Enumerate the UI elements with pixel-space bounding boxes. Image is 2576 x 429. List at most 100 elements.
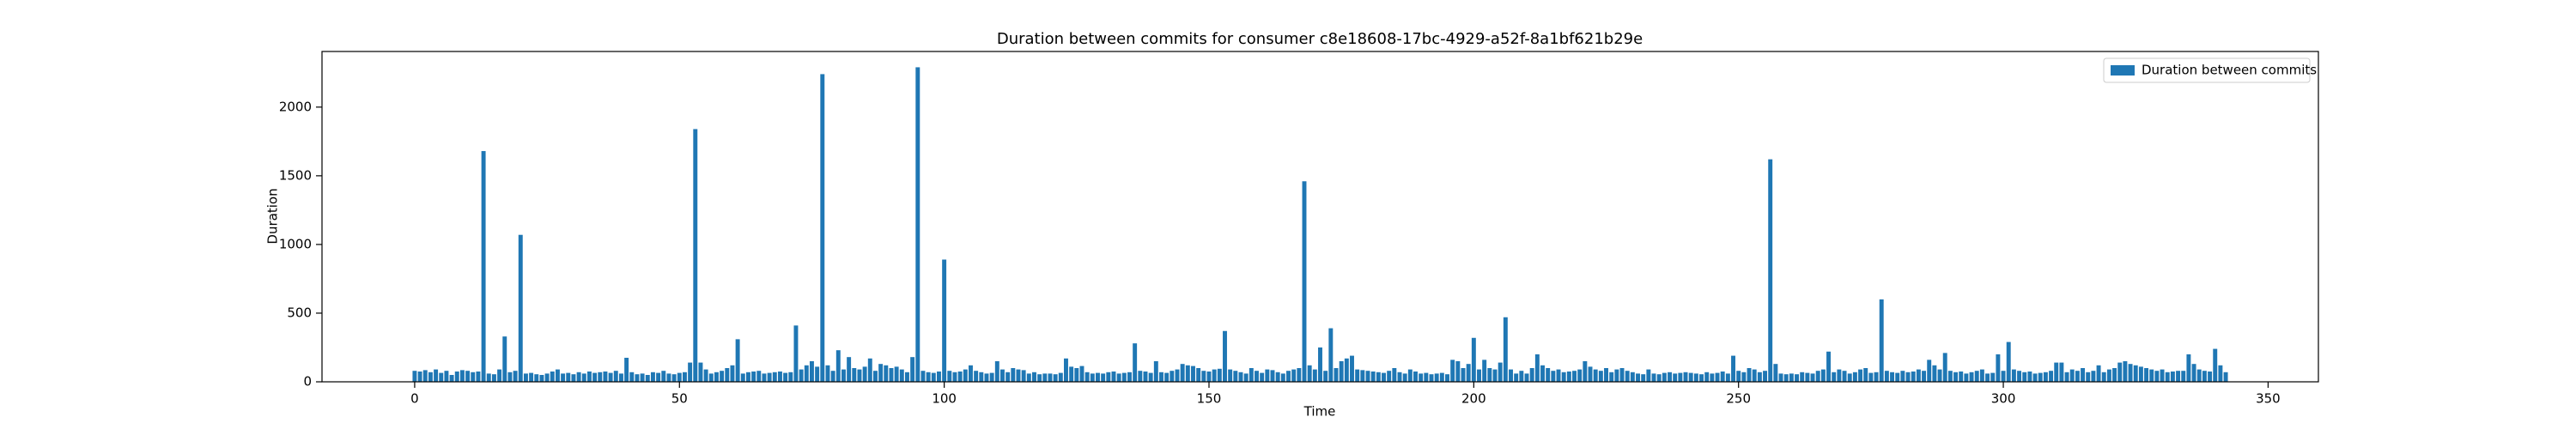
bar — [1450, 360, 1455, 382]
bar — [926, 372, 931, 382]
bar — [1683, 372, 1688, 382]
bar — [979, 372, 984, 382]
bar — [1037, 374, 1042, 382]
y-tick-label: 1500 — [279, 167, 312, 183]
bar — [835, 350, 841, 382]
bar — [1005, 372, 1011, 382]
bar — [730, 365, 735, 382]
bar — [1153, 360, 1158, 382]
bar — [561, 373, 566, 382]
bar — [1969, 372, 1974, 382]
bar — [454, 371, 459, 382]
bar — [847, 357, 852, 382]
bar — [1069, 366, 1074, 382]
bar — [872, 371, 878, 382]
bar — [1424, 372, 1429, 382]
bar — [1577, 369, 1583, 382]
bar — [1000, 369, 1005, 382]
bar — [1042, 373, 1048, 382]
bar — [1937, 369, 1942, 382]
bar — [1143, 371, 1148, 382]
bar — [1011, 367, 1016, 382]
bar — [1699, 374, 1704, 382]
bar — [1673, 373, 1678, 382]
bar — [1318, 347, 1322, 382]
x-tick-label: 150 — [1197, 391, 1222, 407]
bar — [1953, 372, 1959, 382]
bar — [502, 336, 507, 382]
bar — [725, 367, 730, 382]
bar — [618, 373, 623, 382]
y-tick-label: 2000 — [279, 99, 312, 114]
bar — [1487, 367, 1492, 382]
bar — [2043, 372, 2048, 382]
bar — [720, 371, 725, 382]
bar — [1725, 373, 1730, 382]
bar — [1688, 372, 1693, 382]
bar — [894, 366, 899, 382]
bar — [1947, 371, 1953, 382]
bar — [422, 370, 428, 382]
bar — [2176, 371, 2181, 382]
bar — [1847, 373, 1852, 382]
bar — [1212, 369, 1217, 382]
bar — [2101, 372, 2106, 382]
bar — [1365, 371, 1370, 382]
bar — [2191, 364, 2196, 382]
bar — [1032, 372, 1036, 382]
bar — [920, 371, 926, 382]
bar — [1297, 367, 1302, 382]
bar — [1651, 373, 1656, 382]
bar — [1116, 373, 1121, 382]
bar — [629, 372, 635, 382]
bar — [767, 372, 772, 382]
bar — [1763, 371, 1768, 382]
bar — [878, 364, 884, 382]
bar — [1625, 371, 1630, 382]
bar — [2186, 353, 2191, 382]
bar — [942, 259, 947, 382]
bar — [1593, 369, 1598, 382]
bar — [486, 373, 491, 382]
bar — [439, 372, 444, 382]
bar — [1551, 371, 1556, 382]
bar — [1106, 372, 1111, 382]
bar — [974, 371, 979, 382]
bar — [745, 372, 750, 382]
bar — [1900, 371, 1905, 382]
bar — [1096, 372, 1100, 382]
bar — [592, 372, 598, 382]
bar — [598, 372, 603, 382]
legend-label: Duration between commits — [2142, 63, 2317, 78]
bar — [994, 360, 999, 382]
bar — [1397, 372, 1402, 382]
bar — [1127, 372, 1132, 382]
bar — [862, 366, 867, 382]
bar — [1323, 371, 1328, 382]
bar — [899, 369, 904, 382]
bar — [1741, 372, 1747, 382]
bar — [1419, 373, 1424, 382]
bar — [1111, 371, 1116, 382]
bar — [931, 372, 936, 382]
bar — [428, 372, 433, 382]
bar — [1185, 365, 1190, 382]
bar — [2091, 371, 2096, 382]
bar — [1704, 372, 1710, 382]
bar — [708, 373, 714, 382]
bar — [518, 234, 523, 382]
bar — [1964, 373, 1969, 382]
bar — [1959, 371, 1964, 382]
bar — [1773, 364, 1778, 382]
bar — [2038, 372, 2043, 382]
bar — [1382, 372, 1386, 382]
bar — [969, 365, 973, 382]
bar — [1800, 372, 1805, 382]
bar — [1561, 372, 1566, 382]
bar — [1842, 371, 1847, 382]
bar — [1715, 372, 1720, 382]
bar — [2138, 366, 2143, 382]
bar — [1752, 369, 1757, 382]
bar — [2213, 348, 2218, 382]
bar — [1820, 369, 1826, 382]
